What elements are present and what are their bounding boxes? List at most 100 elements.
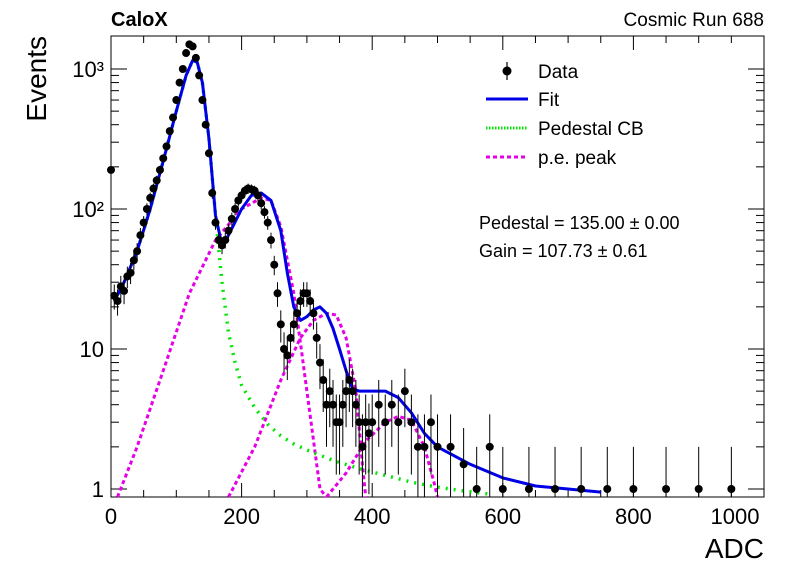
data-point <box>413 442 422 451</box>
data-point <box>374 400 383 409</box>
data-point <box>293 309 302 318</box>
data-point <box>270 260 279 269</box>
data-point <box>407 418 416 427</box>
data-point <box>472 485 481 493</box>
data-point <box>364 429 373 438</box>
gain-result: Gain = 107.73 ± 0.61 <box>479 241 648 261</box>
data-point <box>266 236 275 245</box>
data-point <box>253 191 262 200</box>
data-point <box>195 71 204 80</box>
data-point <box>113 297 122 306</box>
data-point <box>426 418 435 427</box>
x-axis-label: ADC <box>705 533 764 564</box>
y-tick-label: 10² <box>72 197 104 222</box>
data-point <box>155 165 164 174</box>
data-point <box>524 485 533 493</box>
data-point <box>276 320 285 329</box>
data-point <box>142 205 151 213</box>
data-point <box>312 333 321 342</box>
data-point <box>309 309 318 318</box>
x-tick-label: 800 <box>615 504 652 529</box>
data-point <box>485 442 494 451</box>
data-point <box>133 247 142 256</box>
data-point <box>302 289 311 298</box>
data-point <box>348 387 357 396</box>
data-point <box>286 333 295 342</box>
data-point <box>551 485 560 493</box>
experiment-label: CaloX <box>111 9 168 31</box>
data-point <box>381 418 390 427</box>
x-tick-label: 400 <box>354 504 391 529</box>
data-point <box>175 78 184 87</box>
y-tick-label: 1 <box>92 477 104 502</box>
data-point <box>329 400 338 409</box>
data-point <box>159 154 168 163</box>
data-point <box>231 205 240 213</box>
y-tick-label: 10³ <box>72 57 104 82</box>
data-point <box>188 42 197 51</box>
data-point <box>335 418 344 427</box>
data-point <box>283 351 292 360</box>
data-point <box>342 387 351 396</box>
data-point <box>446 442 455 451</box>
data-point <box>727 485 736 493</box>
data-point <box>345 376 354 385</box>
data-point <box>126 268 135 277</box>
data-point <box>224 226 233 235</box>
data-point <box>107 165 115 174</box>
x-tick-labels: 0 200 400 600 800 1000 <box>105 504 760 529</box>
data-point <box>120 286 129 295</box>
data-point <box>498 485 507 493</box>
y-tick-labels: 1 10 10² 10³ <box>72 57 104 502</box>
data-point <box>162 142 171 151</box>
data-points-layer <box>107 40 736 497</box>
data-point <box>257 199 266 208</box>
data-point <box>227 214 236 223</box>
data-point <box>319 376 328 385</box>
x-tick-label: 0 <box>105 504 117 529</box>
pedestal-result: Pedestal = 135.00 ± 0.00 <box>479 213 680 233</box>
data-point <box>459 460 468 469</box>
data-point <box>146 193 155 202</box>
data-point <box>172 96 181 105</box>
data-point <box>260 208 269 217</box>
data-point <box>306 297 315 306</box>
legend-fit-label: Fit <box>538 90 560 111</box>
legend-entry-pedestal: Pedestal CB <box>486 119 644 140</box>
data-point <box>204 149 213 158</box>
data-point <box>358 442 367 451</box>
data-point <box>178 65 187 73</box>
data-point <box>165 127 174 136</box>
data-point <box>129 256 138 265</box>
data-point <box>387 400 396 409</box>
data-point <box>152 176 161 185</box>
data-point <box>201 120 210 129</box>
data-point <box>603 485 612 493</box>
data-point <box>394 418 403 427</box>
legend: Data Fit Pedestal CB p.e. peak <box>486 62 644 169</box>
data-point <box>420 442 429 451</box>
data-point <box>296 297 305 306</box>
x-tick-label: 200 <box>223 504 260 529</box>
data-point <box>315 358 324 367</box>
data-point <box>169 113 178 122</box>
pedestal-curve <box>112 58 490 496</box>
legend-entry-pe-peak: p.e. peak <box>486 148 617 169</box>
x-tick-label: 600 <box>484 504 521 529</box>
data-point <box>662 485 671 493</box>
data-point <box>149 184 158 193</box>
data-point <box>629 485 638 493</box>
y-tick-label: 10 <box>80 337 104 362</box>
data-point <box>368 418 377 427</box>
y-axis-label: Events <box>21 36 52 122</box>
data-point <box>191 53 200 62</box>
fit-curve <box>112 59 601 494</box>
legend-entry-fit: Fit <box>486 90 560 111</box>
data-point <box>263 218 272 227</box>
data-point <box>433 442 442 451</box>
data-point <box>361 418 370 427</box>
data-point <box>208 189 217 198</box>
legend-pedestal-label: Pedestal CB <box>538 119 644 140</box>
data-point <box>182 49 191 58</box>
